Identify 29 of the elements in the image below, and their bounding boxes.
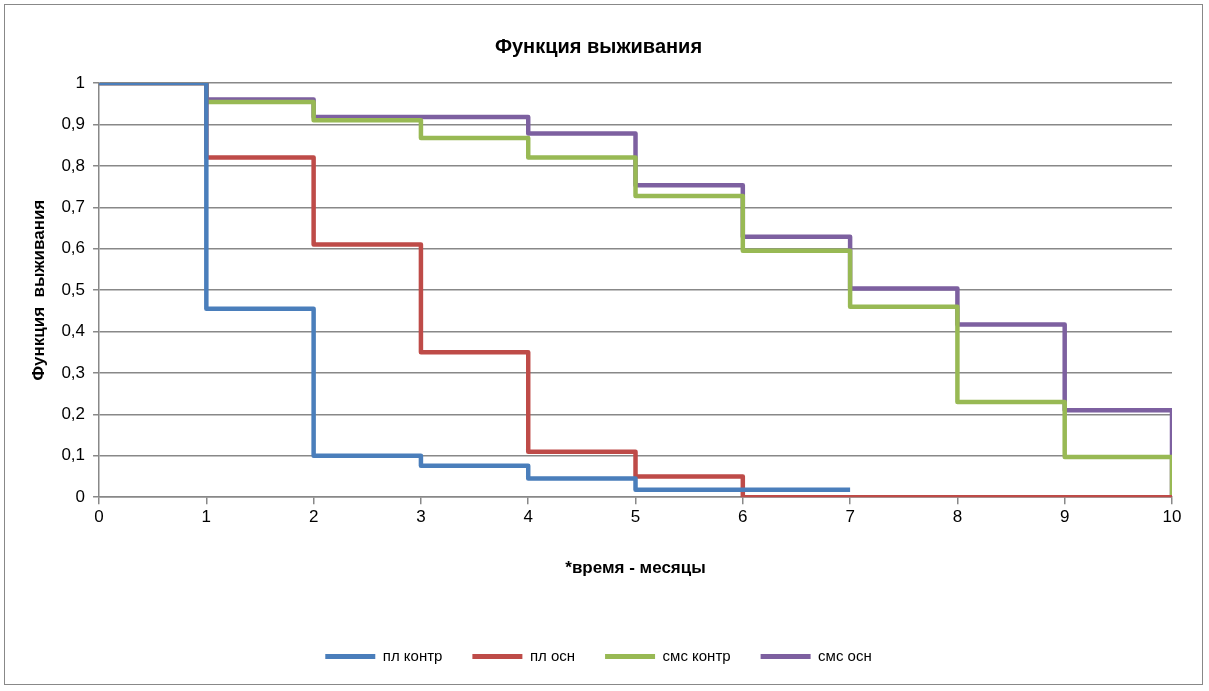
y-tick-label: 0,7 [61,196,86,216]
x-tick-label: 10 [1162,507,1182,527]
legend-label: пл контр [382,646,443,664]
y-tick-label: 0 [75,486,86,506]
y-tick-label: 0,4 [61,321,86,341]
chart-title: Функция выживания [494,34,703,57]
y-tick-label: 0,1 [61,445,86,465]
y-tick-label: 0,8 [61,155,86,175]
x-axis-title: *время - месяцы [565,558,706,578]
x-tick-label: 1 [201,507,212,527]
x-tick-label: 7 [845,507,855,527]
y-tick-label: 0,6 [61,238,86,258]
x-tick-label: 9 [1059,507,1070,527]
x-tick-label: 8 [952,507,963,527]
legend-label: смс осн [818,646,872,664]
x-tick-label: 6 [738,507,748,527]
y-tick-label: 0,2 [61,404,86,424]
legend-label: пл осн [529,646,576,664]
y-tick-label: 0,9 [61,114,86,134]
x-tick-label: 4 [523,507,533,527]
y-tick-label: 0,5 [61,279,86,299]
legend-label: смс контр [662,646,731,664]
y-tick-label: 1 [75,72,86,92]
x-tick-label: 5 [630,507,641,527]
y-tick-label: 0,3 [61,362,86,382]
y-axis-title: Функция выживания [28,199,48,381]
x-tick-label: 3 [416,507,426,527]
x-tick-label: 0 [94,507,104,527]
x-tick-label: 2 [308,507,319,527]
